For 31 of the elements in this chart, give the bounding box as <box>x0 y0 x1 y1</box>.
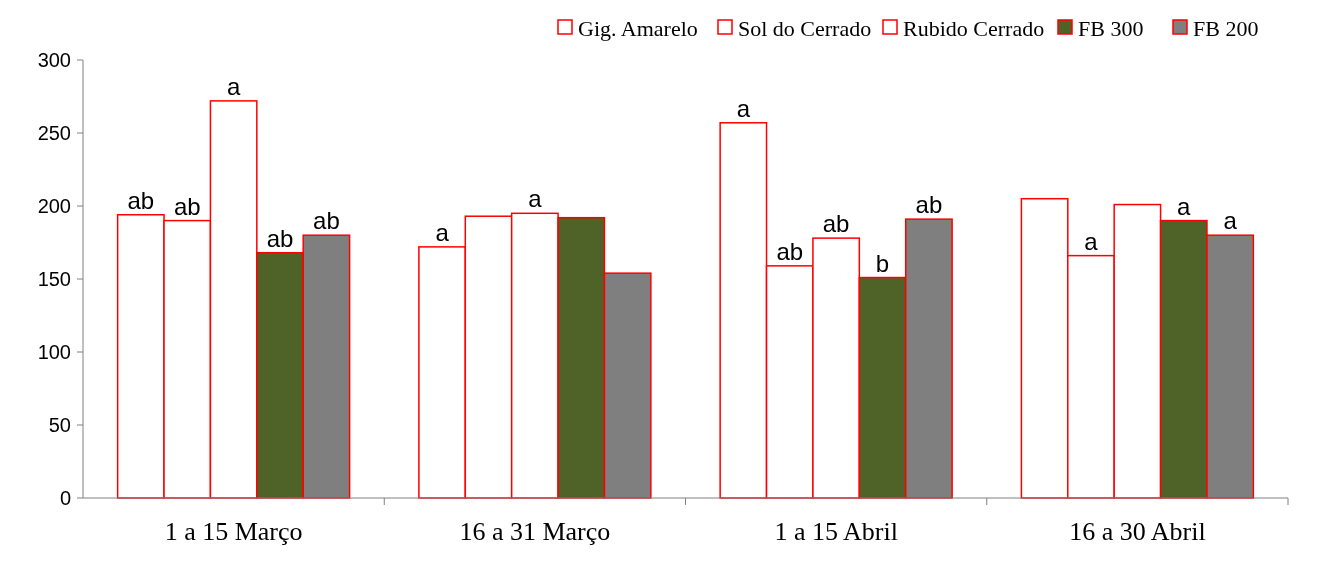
y-tick-label: 300 <box>37 49 71 71</box>
data-label: a <box>1084 227 1099 255</box>
data-label: a <box>1223 207 1238 235</box>
legend-label: Rubido Cerrado <box>903 15 1045 41</box>
data-label: ab <box>266 224 294 252</box>
y-tick-label: 0 <box>59 487 71 509</box>
data-label: a <box>736 94 751 122</box>
x-tick-label: 16 a 31 Março <box>459 517 611 546</box>
data-label: ab <box>822 210 850 238</box>
legend-label: FB 300 <box>1078 15 1144 41</box>
y-tick-label: 50 <box>48 414 71 436</box>
data-label: ab <box>173 192 201 220</box>
legend-label: FB 200 <box>1193 15 1259 41</box>
legend-label: Sol do Cerrado <box>738 15 872 41</box>
legend-label: Gig. Amarelo <box>578 15 698 41</box>
data-label: ab <box>915 191 943 219</box>
data-label: a <box>1177 192 1192 220</box>
y-tick-label: 100 <box>37 341 71 363</box>
data-label: a <box>226 72 241 100</box>
x-tick-label: 16 a 30 Abril <box>1069 517 1206 546</box>
y-tick-label: 150 <box>37 268 71 290</box>
x-tick-label: 1 a 15 Abril <box>774 517 898 546</box>
data-label: ab <box>313 207 340 235</box>
y-tick-label: 200 <box>37 195 71 217</box>
y-tick-label: 250 <box>37 122 71 144</box>
data-label: ab <box>127 186 155 214</box>
data-label: b <box>875 249 890 277</box>
data-label: ab <box>776 237 804 265</box>
data-label: a <box>528 185 543 213</box>
x-tick-label: 1 a 15 Março <box>164 517 303 546</box>
data-label: a <box>435 218 450 246</box>
